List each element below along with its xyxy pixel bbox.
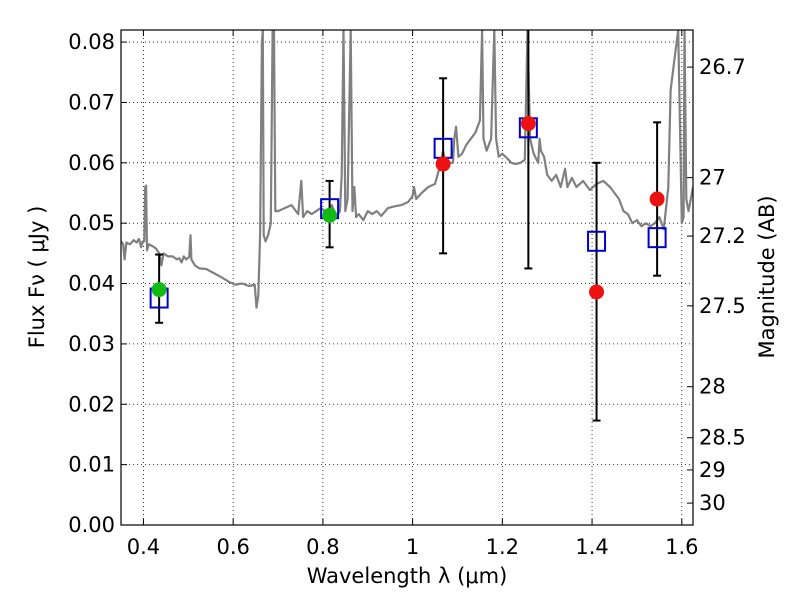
y-tick-label: 0.02 [68,392,115,416]
y-tick-label: 0.03 [68,332,115,356]
y-tick-label: 0.07 [68,90,115,114]
data-layer [121,30,693,309]
mag-tick-label: 27 [699,166,726,190]
marker-layer [149,30,667,422]
y-tick-label: 0.08 [68,30,115,54]
low-significance-point [520,116,536,132]
y-axis-label: Flux Fν ( μJy ) [25,206,49,349]
x-tick-label: 1.2 [486,535,519,559]
x-tick-label: 0.6 [216,535,249,559]
mag-tick-label: 28 [699,375,726,399]
ticks: 0.4 0.6 0.8 1 1.2 1.4 1.6 0.00 0.01 0.02 0.03 0.04 0… [68,30,746,559]
x-tick-label: 1.6 [665,535,698,559]
mag-tick-label: 28.5 [699,426,746,450]
low-significance-point [435,156,451,172]
model-square-marker [647,227,667,249]
low-significance-point [589,284,605,300]
y-tick-label: 0.00 [68,513,115,537]
y-tick-label: 0.04 [68,272,115,296]
y-tick-label: 0.01 [68,453,115,477]
mag-tick-label: 26.7 [699,55,746,79]
detection-point [151,282,167,298]
y2-axis-label: Magnitude (AB) [755,195,779,358]
y-tick-label: 0.05 [68,211,115,235]
detection-point [322,207,338,223]
mag-tick-label: 27.2 [699,224,746,248]
plot-background [121,30,693,525]
model-square-marker [587,230,607,252]
x-tick-label: 0.8 [306,535,339,559]
template-spectrum-line [121,30,693,309]
x-tick-label: 1 [406,535,419,559]
y-tick-label: 0.06 [68,151,115,175]
mag-tick-label: 30 [699,491,726,515]
x-axis-label: Wavelength λ (μm) [307,564,508,588]
mag-tick-label: 29 [699,458,726,482]
mag-tick-label: 27.5 [699,294,746,318]
x-tick-label: 0.4 [127,535,160,559]
low-significance-point [649,191,665,207]
plot-frame [120,29,694,526]
x-tick-label: 1.4 [575,535,608,559]
